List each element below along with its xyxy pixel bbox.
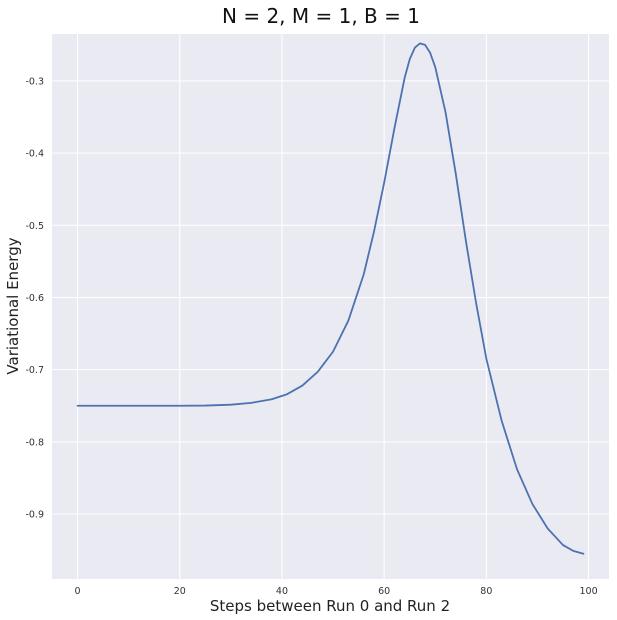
x-tick-label: 0: [75, 586, 81, 597]
x-axis-label: Steps between Run 0 and Run 2: [210, 597, 450, 615]
y-tick-label: -0.6: [25, 293, 44, 304]
y-tick-label: -0.8: [25, 437, 44, 448]
x-tick-label: 100: [579, 586, 597, 597]
y-tick-label: -0.7: [25, 365, 44, 376]
series-line: [76, 42, 585, 555]
grid-lines: [52, 34, 609, 579]
y-tick-label: -0.4: [25, 149, 44, 160]
x-tick-label: 80: [480, 586, 492, 597]
y-tick-label: -0.9: [25, 510, 44, 521]
x-tick-label: 20: [174, 586, 186, 597]
tick-labels: 0 20 40 60 80 100 -0.9 -0.8 -0.7 -0.6 -0.5 -0.4 -0.3: [25, 76, 597, 597]
series-layer: [76, 42, 585, 555]
y-tick-label: -0.5: [25, 221, 44, 232]
plot-area: [52, 34, 609, 579]
x-tick-label: 40: [276, 586, 288, 597]
y-tick-label: -0.3: [25, 76, 44, 87]
x-tick-label: 60: [378, 586, 390, 597]
y-axis-label: Variational Energy: [4, 237, 22, 374]
chart-title: N = 2, M = 1, B = 1: [222, 4, 420, 28]
